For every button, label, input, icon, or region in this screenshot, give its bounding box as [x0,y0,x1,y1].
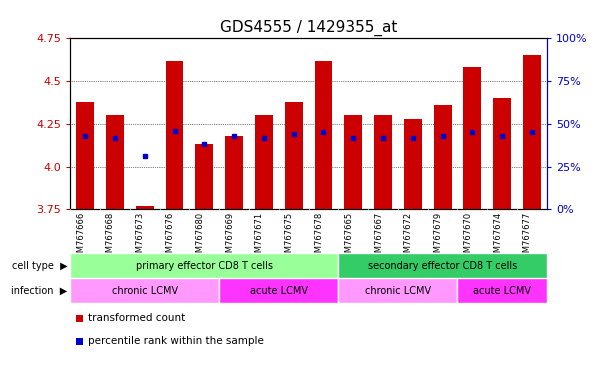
Title: GDS4555 / 1429355_at: GDS4555 / 1429355_at [220,20,397,36]
Text: transformed count: transformed count [88,313,185,323]
Bar [136,206,154,209]
Text: acute LCMV: acute LCMV [250,286,308,296]
Bar [166,61,183,209]
Text: cell type  ▶: cell type ▶ [12,261,67,271]
Bar [458,278,547,303]
Text: secondary effector CD8 T cells: secondary effector CD8 T cells [368,261,518,271]
Text: GSM767669: GSM767669 [225,212,234,263]
Bar [255,115,273,209]
Text: GSM767671: GSM767671 [255,212,264,263]
Text: GSM767677: GSM767677 [523,212,532,263]
Text: GSM767678: GSM767678 [315,212,323,263]
Bar [70,253,338,278]
Text: GSM767670: GSM767670 [463,212,472,263]
Text: infection  ▶: infection ▶ [11,286,67,296]
Bar [493,98,511,209]
Bar [434,105,452,209]
Text: GSM767680: GSM767680 [196,212,204,263]
Bar [338,278,458,303]
Bar [338,253,547,278]
Text: GSM767672: GSM767672 [404,212,413,263]
Bar [196,144,213,209]
Text: percentile rank within the sample: percentile rank within the sample [88,336,264,346]
Text: chronic LCMV: chronic LCMV [365,286,431,296]
Bar [374,115,392,209]
Bar [315,61,332,209]
Text: GSM767679: GSM767679 [434,212,442,263]
Bar [76,102,94,209]
Bar [345,115,362,209]
Text: GSM767665: GSM767665 [344,212,353,263]
Bar [463,68,481,209]
Text: GSM767666: GSM767666 [76,212,85,263]
Bar [106,115,124,209]
Bar [225,136,243,209]
Bar [219,278,338,303]
Bar [404,119,422,209]
Text: GSM767673: GSM767673 [136,212,145,263]
Text: GSM767674: GSM767674 [493,212,502,263]
Bar [523,55,541,209]
Text: acute LCMV: acute LCMV [473,286,531,296]
Bar [70,278,219,303]
Text: chronic LCMV: chronic LCMV [112,286,178,296]
Text: GSM767667: GSM767667 [374,212,383,263]
Bar [285,102,302,209]
Text: GSM767675: GSM767675 [285,212,294,263]
Text: GSM767676: GSM767676 [166,212,175,263]
Text: primary effector CD8 T cells: primary effector CD8 T cells [136,261,273,271]
Text: GSM767668: GSM767668 [106,212,115,263]
